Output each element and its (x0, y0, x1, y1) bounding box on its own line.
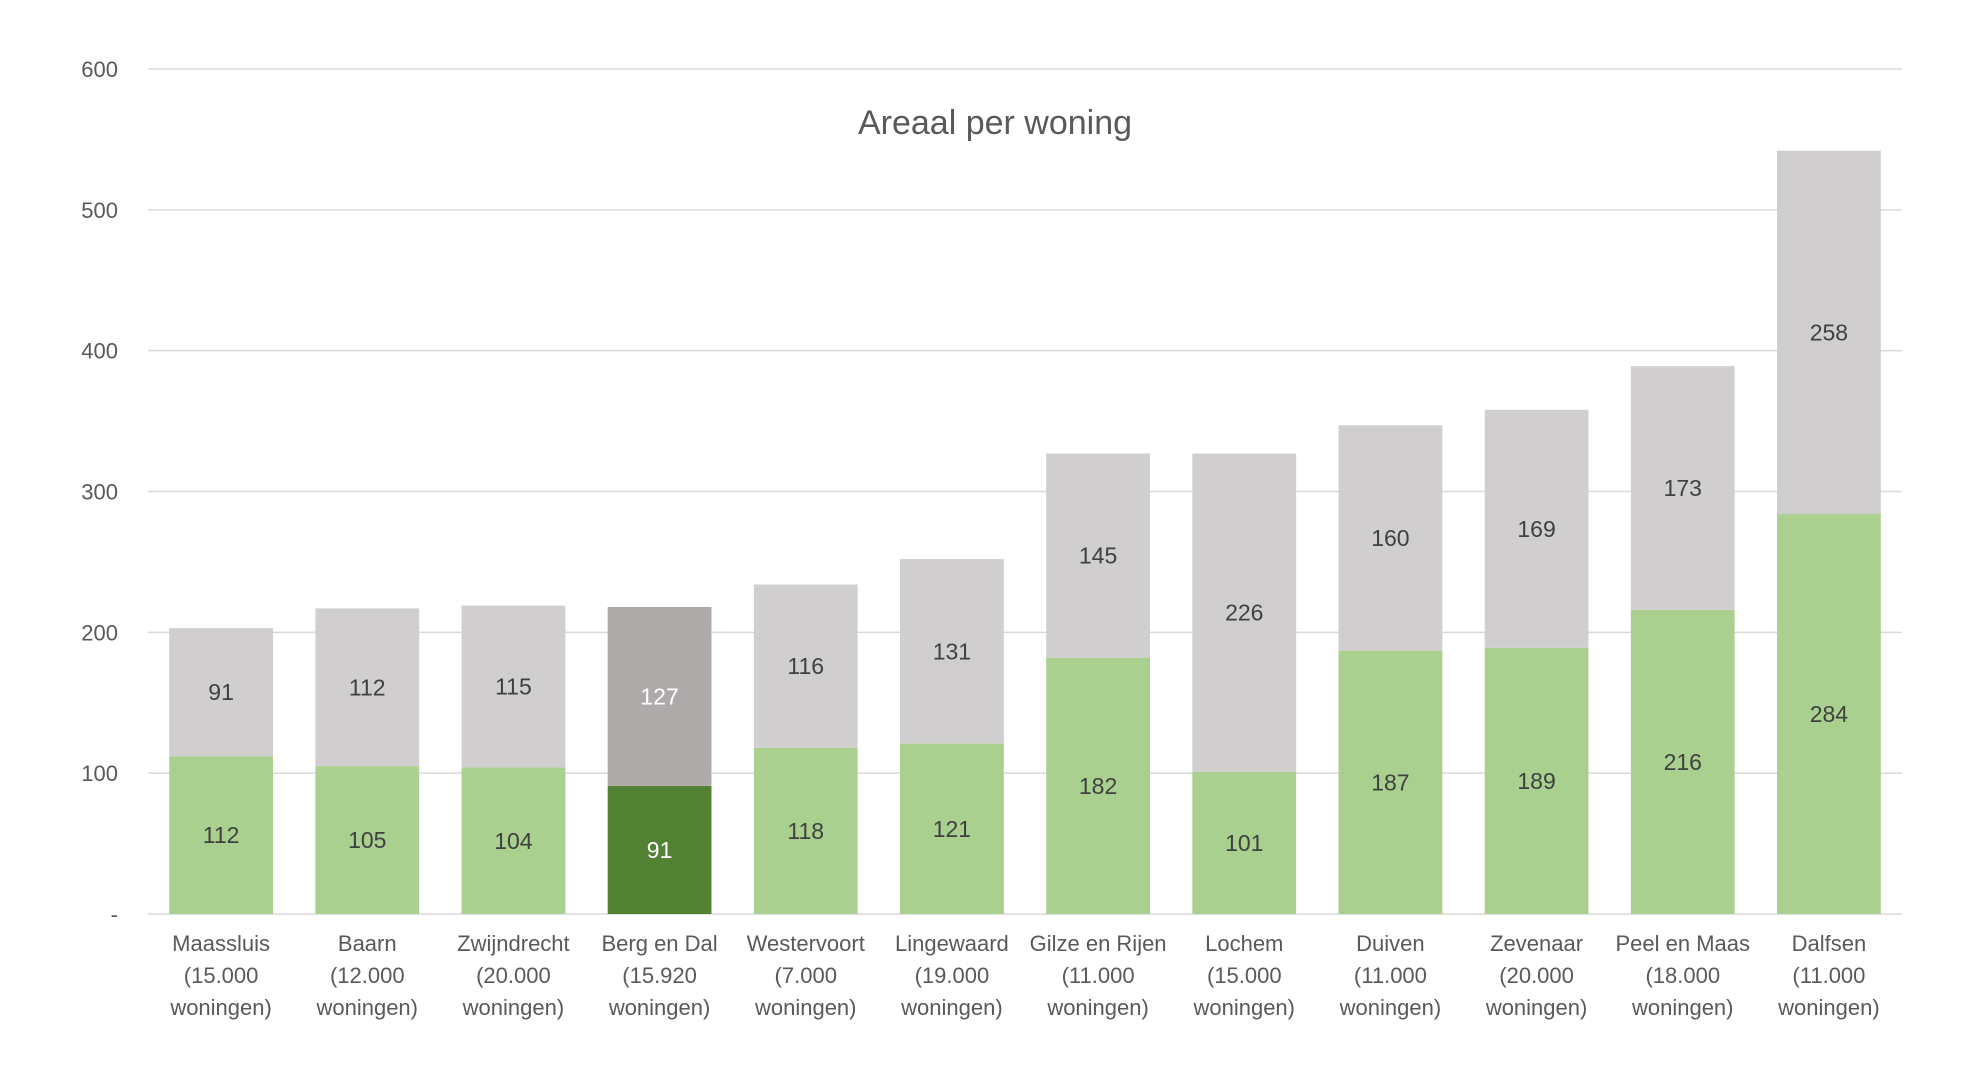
data-label-grey: 160 (1371, 525, 1409, 551)
bar-segment-green (461, 767, 566, 914)
y-tick-label: - (111, 902, 118, 927)
bar-segment-grey (169, 628, 273, 757)
bar-segment-grey (607, 606, 712, 786)
data-label-grey: 145 (1079, 543, 1117, 569)
bar-segment-grey (1192, 453, 1297, 772)
data-label-green: 121 (933, 816, 971, 842)
data-label-grey: 115 (495, 674, 532, 700)
gridlines (148, 68, 1902, 915)
data-label-grey: 112 (349, 674, 386, 700)
data-label-green: 216 (1664, 749, 1702, 775)
x-tick-label: Peel en Maas (18.000 woningen) (1615, 931, 1750, 1020)
x-tick-label: Gilze en Rijen (11.000 woningen) (1030, 931, 1167, 1020)
y-tick-label: 100 (81, 761, 118, 786)
data-label-green: 101 (1225, 830, 1263, 856)
x-tick-label: Dalfsen (11.000 woningen) (1777, 931, 1880, 1020)
x-tick-label: Maassluis (15.000 woningen) (169, 931, 272, 1020)
bar-segment-grey (1777, 150, 1881, 515)
chart-title: Areaal per woning (858, 104, 1132, 142)
bar-segment-green (900, 743, 1004, 914)
data-label-green: 189 (1517, 768, 1555, 794)
bar-segment-green (1046, 657, 1150, 914)
data-label-green: 187 (1371, 769, 1409, 795)
x-tick-label: Duiven (11.000 woningen) (1339, 931, 1442, 1020)
bar-segment-grey (900, 559, 1004, 744)
bars (169, 150, 1881, 914)
y-tick-label: 500 (81, 198, 118, 223)
x-tick-label: Berg en Dal (15.920 woningen) (601, 931, 717, 1020)
x-tick-label: Lingewaard (19.000 woningen) (895, 931, 1009, 1020)
data-label-grey: 169 (1517, 516, 1555, 542)
data-label-grey: 131 (933, 638, 971, 664)
bar-segment-grey (1484, 409, 1589, 648)
bar-segment-grey (1338, 425, 1443, 651)
data-label-green: 105 (348, 827, 386, 853)
bar-segment-green (1630, 609, 1735, 914)
bar-segment-green (753, 747, 858, 914)
bar-segment-grey (1630, 366, 1735, 610)
y-tick-label: 400 (81, 339, 118, 364)
bar-segment-green (315, 766, 420, 914)
y-tick-label: 200 (81, 620, 118, 645)
data-label-grey: 127 (640, 683, 678, 709)
y-tick-label: 300 (81, 480, 118, 505)
data-labels: 112 91 105 112 104 115 91 127 118 116 121 131 182 145… (203, 319, 1849, 863)
bar-segment-green (1338, 650, 1443, 914)
data-label-green: 284 (1810, 701, 1849, 727)
bar-segment-grey (753, 584, 858, 748)
bar-segment-green (1777, 514, 1881, 914)
data-label-grey: 173 (1664, 475, 1702, 501)
data-label-green: 112 (203, 822, 240, 848)
bar-segment-green (169, 756, 273, 914)
data-label-grey: 116 (787, 653, 824, 679)
x-tick-label: Zevenaar (20.000 woningen) (1485, 931, 1588, 1020)
bar-segment-green (607, 785, 712, 914)
data-label-grey: 226 (1225, 600, 1263, 626)
y-tick-label: 600 (81, 57, 118, 82)
data-label-green: 104 (494, 828, 533, 854)
data-label-grey: 91 (208, 679, 234, 705)
bar-segment-grey (315, 608, 420, 767)
data-label-grey: 258 (1810, 319, 1848, 345)
x-tick-label: Westervoort (7.000 woningen) (747, 931, 865, 1020)
axes: - 100 200 300 400 500 600 Maassluis (15.000 wonin… (81, 57, 1879, 1020)
data-label-green: 118 (787, 818, 824, 844)
data-label-green: 182 (1079, 773, 1117, 799)
bar-segment-green (1192, 771, 1297, 914)
x-tick-label: Zwijndrecht (20.000 woningen) (457, 931, 569, 1020)
bar-segment-green (1484, 647, 1589, 914)
x-tick-label: Lochem (15.000 woningen) (1192, 931, 1295, 1020)
bar-segment-grey (1046, 453, 1150, 658)
data-label-green: 91 (647, 837, 673, 863)
bar-segment-grey (461, 605, 566, 768)
x-tick-label: Baarn (12.000 woningen) (315, 931, 418, 1020)
